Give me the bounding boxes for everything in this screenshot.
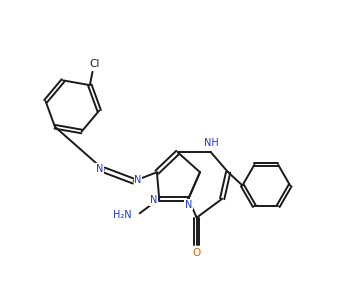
Text: N: N [150, 195, 157, 205]
Text: N: N [96, 164, 103, 174]
Text: Cl: Cl [89, 59, 99, 69]
Text: H₂N: H₂N [114, 210, 132, 220]
Text: O: O [192, 249, 201, 258]
Text: NH: NH [204, 138, 219, 148]
Text: N: N [185, 200, 192, 210]
Text: N: N [134, 175, 142, 185]
